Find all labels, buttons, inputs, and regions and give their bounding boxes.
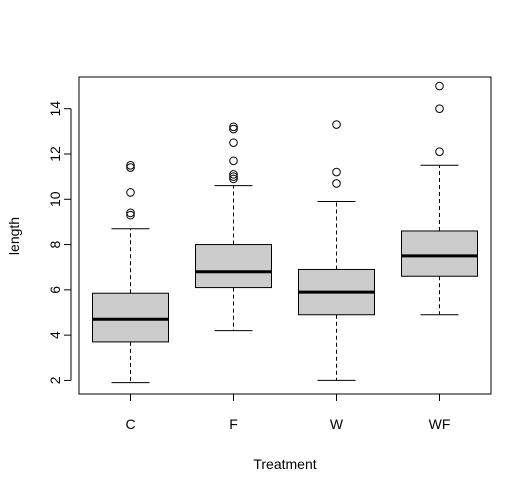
outlier-point [229, 122, 238, 132]
boxplot-marks [92, 81, 478, 384]
x-axis: C F W WF [125, 393, 451, 432]
iqr-box [401, 230, 478, 277]
outlier-point [435, 147, 444, 157]
y-tick-label: 12 [47, 146, 63, 162]
x-tick-label: F [229, 416, 238, 432]
outlier-point [126, 210, 135, 220]
outlier-point [229, 138, 238, 147]
outlier-point [435, 81, 444, 91]
y-tick-label: 2 [47, 376, 63, 384]
x-tick-label: W [330, 416, 344, 432]
y-tick-label: 10 [47, 191, 63, 207]
y-axis: 2 4 6 8 10 12 14 [47, 101, 72, 384]
y-tick-label: 14 [47, 101, 63, 117]
box-group-c [92, 161, 169, 384]
outlier-point [229, 174, 238, 184]
iqr-box [195, 244, 272, 289]
y-tick-label: 4 [47, 331, 63, 339]
box-group-w [298, 120, 375, 381]
x-axis-label: Treatment [253, 456, 316, 472]
outlier-point [126, 208, 135, 218]
box-group-wf [401, 81, 478, 316]
outlier-point [435, 104, 444, 113]
x-tick-label: WF [429, 416, 451, 432]
iqr-box [92, 292, 169, 343]
y-tick-label: 6 [47, 286, 63, 294]
outlier-point [229, 172, 238, 181]
outlier-point [332, 120, 341, 129]
y-tick-label: 8 [47, 240, 63, 248]
box-group-f [195, 122, 272, 332]
outlier-point [126, 163, 135, 172]
outlier-point [229, 124, 238, 134]
y-axis-label: length [6, 217, 22, 255]
outlier-point [229, 156, 238, 166]
outlier-point [126, 188, 135, 197]
outlier-point [332, 167, 341, 177]
outlier-point [126, 161, 135, 170]
x-tick-label: C [125, 416, 135, 432]
outlier-point [332, 179, 341, 188]
outlier-point [229, 170, 238, 179]
